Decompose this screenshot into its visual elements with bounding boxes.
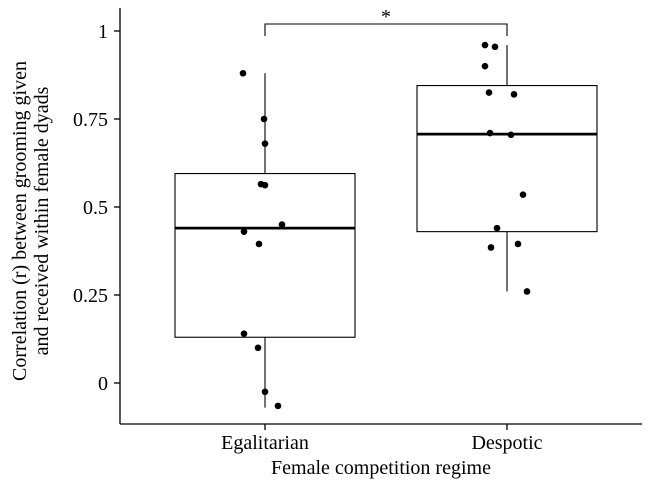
boxes: [174, 45, 598, 408]
data-points: [239, 41, 531, 410]
y-axis-label: Correlation (r) between grooming given a…: [9, 61, 53, 381]
data-point: [261, 388, 269, 396]
significance-bracket: *: [264, 6, 508, 36]
data-point: [493, 224, 501, 232]
data-point: [254, 344, 262, 352]
x-ticks: Egalitarian Despotic: [221, 424, 543, 454]
x-tick-label: Egalitarian: [221, 432, 309, 454]
data-point: [491, 43, 499, 51]
y-tick-label: 0.5: [83, 197, 108, 219]
plot-area: 0 0.25 0.5 0.75 1 Egalitarian Despotic *: [73, 6, 642, 454]
data-point: [519, 191, 527, 198]
data-point: [523, 288, 531, 295]
data-point: [507, 131, 515, 139]
data-point: [485, 89, 493, 96]
data-point: [260, 115, 268, 123]
data-point: [255, 240, 263, 248]
x-axis-label: Female competition regime: [271, 457, 491, 479]
data-point: [240, 228, 248, 235]
y-axis-label-line-1: Correlation (r) between grooming given: [9, 61, 31, 381]
significance-line: [264, 23, 508, 36]
box-iqr: [416, 85, 598, 233]
data-point: [239, 69, 247, 77]
data-point: [481, 62, 489, 70]
y-tick-label: 0.25: [73, 285, 108, 307]
box-egalitarian: [174, 73, 356, 408]
data-point: [487, 244, 495, 251]
data-point: [240, 330, 248, 338]
box-iqr: [174, 173, 356, 338]
y-tick-label: 0.75: [73, 109, 108, 131]
y-axis-label-line-2: and received within female dyads: [31, 86, 53, 355]
data-point: [514, 240, 522, 248]
significance-label: *: [381, 6, 391, 28]
data-point: [481, 41, 489, 49]
y-tick-label: 0: [98, 373, 108, 395]
data-point: [274, 402, 282, 410]
y-ticks: 0 0.25 0.5 0.75 1: [73, 21, 120, 395]
y-tick-label: 1: [98, 21, 108, 43]
data-point: [486, 129, 494, 137]
data-point: [278, 221, 286, 228]
data-point: [261, 140, 269, 147]
data-point: [510, 91, 518, 98]
x-tick-label: Despotic: [471, 432, 542, 454]
data-point: [261, 181, 269, 189]
box-despotic: [416, 45, 598, 292]
